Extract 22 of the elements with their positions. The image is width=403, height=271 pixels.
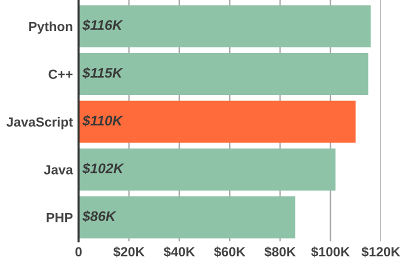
y-tick-label: C++ [48, 70, 72, 79]
bar [78, 100, 356, 143]
y-tick-label: JavaScript [6, 117, 73, 130]
x-tick-label: $100K [311, 246, 350, 258]
bar [78, 148, 336, 191]
x-tick-label: $60K [214, 246, 246, 258]
x-tick-label: $120K [362, 246, 400, 258]
bar [78, 5, 371, 48]
bar [78, 53, 368, 96]
data-label: $102K [82, 162, 124, 174]
y-tick-label: Java [44, 165, 74, 174]
data-label: $110K [82, 115, 124, 126]
data-label: $86K [82, 210, 116, 222]
x-tick-label: $80K [264, 246, 296, 258]
data-label: $116K [82, 20, 124, 31]
bar [78, 196, 296, 238]
y-tick-label: PHP [46, 213, 73, 222]
x-tick-label: $20K [113, 246, 145, 258]
x-tick-label: 0 [75, 247, 82, 256]
y-tick-label: Python [29, 21, 72, 34]
x-tick-label: $40K [164, 246, 195, 258]
data-label: $115K [82, 67, 124, 79]
